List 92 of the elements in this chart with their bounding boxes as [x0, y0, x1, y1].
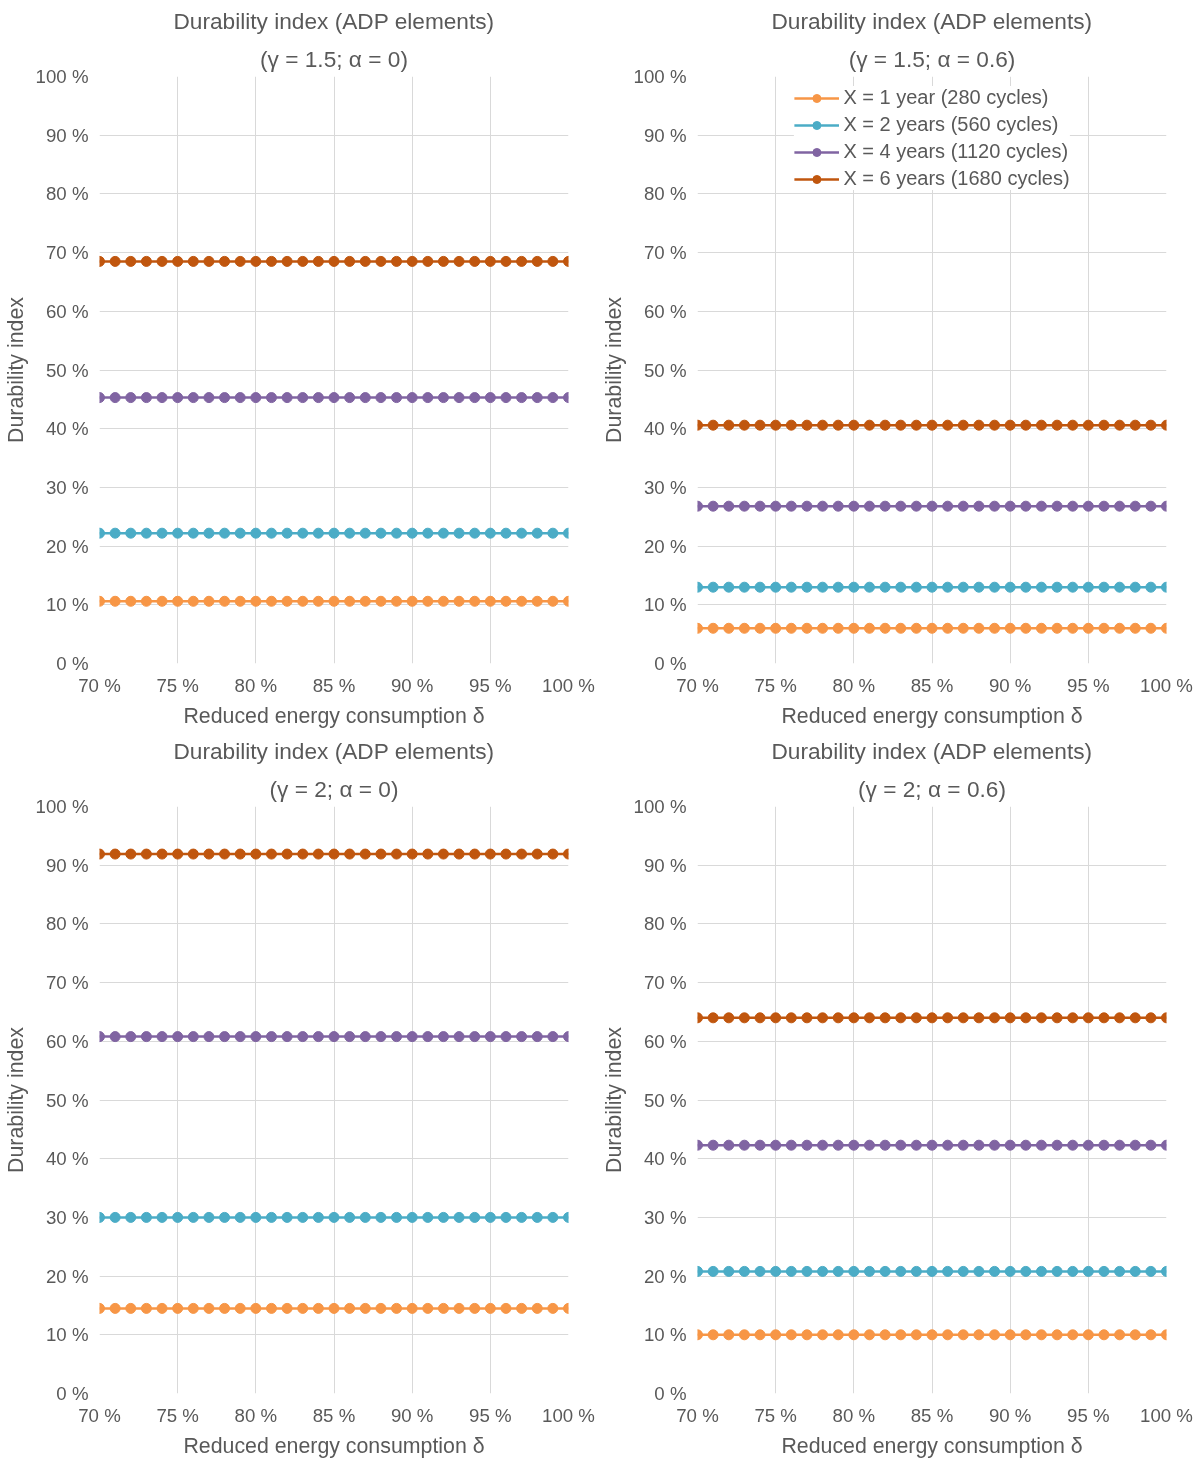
x-tick-label: 95 %	[469, 674, 512, 696]
y-tick-label: 0 %	[56, 653, 89, 674]
y-tick-label: 40 %	[45, 1148, 89, 1170]
x-tick-label: 70 %	[78, 674, 121, 696]
y-tick-label: 90 %	[643, 854, 687, 876]
y-tick-label: 60 %	[45, 1030, 89, 1052]
y-tick-label: 50 %	[643, 359, 687, 381]
x-tick-label: 75 %	[156, 1404, 199, 1426]
x-tick-label: 95 %	[1067, 1404, 1110, 1426]
y-axis-title: Durability index	[601, 296, 626, 443]
chart-title: Durability index (ADP elements)	[771, 737, 1093, 764]
y-tick-label: 20 %	[45, 535, 89, 557]
y-tick-label: 50 %	[45, 1089, 89, 1111]
y-tick-label: 80 %	[643, 913, 687, 935]
y-tick-label: 40 %	[643, 1148, 687, 1170]
x-tick-label: 85 %	[910, 1404, 954, 1426]
y-tick-label: 80 %	[45, 183, 89, 205]
legend-label: X = 2 years (560 cycles)	[843, 113, 1059, 136]
x-tick-label: 100 %	[1140, 1404, 1193, 1426]
y-tick-label: 50 %	[643, 1089, 687, 1111]
chart-title: Durability index (ADP elements)	[173, 7, 495, 34]
x-tick-label: 90 %	[988, 674, 1032, 696]
x-tick-label: 70 %	[676, 1404, 719, 1426]
y-tick-label: 30 %	[643, 1206, 687, 1228]
x-axis-title: Reduced energy consumption δ	[781, 1433, 1083, 1458]
y-tick-label: 80 %	[643, 183, 687, 205]
legend-label: X = 6 years (1680 cycles)	[843, 167, 1070, 190]
y-tick-label: 60 %	[643, 300, 687, 322]
x-tick-label: 90 %	[988, 1404, 1032, 1426]
y-tick-label: 20 %	[643, 535, 687, 557]
x-tick-label: 90 %	[390, 1404, 434, 1426]
chart-subtitle: (γ = 1.5; α = 0)	[260, 45, 408, 72]
x-axis-title: Reduced energy consumption δ	[183, 703, 485, 728]
x-tick-label: 95 %	[469, 1404, 512, 1426]
y-tick-label: 10 %	[643, 1324, 687, 1346]
y-tick-label: 10 %	[45, 1324, 89, 1346]
y-tick-label: 30 %	[643, 476, 687, 498]
x-tick-label: 85 %	[312, 674, 356, 696]
y-tick-label: 40 %	[643, 418, 687, 440]
x-tick-label: 80 %	[234, 674, 278, 696]
x-tick-label: 75 %	[754, 674, 797, 696]
x-tick-label: 100 %	[542, 674, 595, 696]
y-tick-label: 80 %	[45, 913, 89, 935]
y-tick-label: 100 %	[35, 66, 89, 87]
chart-title: Durability index (ADP elements)	[771, 7, 1093, 34]
x-tick-label: 100 %	[542, 1404, 595, 1426]
x-tick-label: 90 %	[390, 674, 434, 696]
y-tick-label: 100 %	[633, 796, 687, 817]
y-tick-label: 0 %	[654, 1383, 687, 1404]
y-tick-label: 40 %	[45, 418, 89, 440]
y-tick-label: 90 %	[45, 854, 89, 876]
chart-subtitle: (γ = 2; α = 0)	[269, 775, 399, 802]
y-tick-label: 70 %	[643, 242, 687, 264]
y-tick-label: 20 %	[643, 1265, 687, 1287]
chart-subtitle: (γ = 1.5; α = 0.6)	[848, 45, 1016, 72]
x-tick-label: 75 %	[156, 674, 199, 696]
x-tick-label: 85 %	[312, 1404, 356, 1426]
y-tick-label: 20 %	[45, 1265, 89, 1287]
x-tick-label: 95 %	[1067, 674, 1110, 696]
x-axis-title: Reduced energy consumption δ	[781, 703, 1083, 728]
legend-label: X = 1 year (280 cycles)	[843, 86, 1049, 109]
x-tick-label: 70 %	[78, 1404, 121, 1426]
x-tick-label: 100 %	[1140, 674, 1193, 696]
y-tick-label: 0 %	[654, 653, 687, 674]
x-tick-label: 85 %	[910, 674, 954, 696]
y-tick-label: 10 %	[45, 594, 89, 616]
y-tick-label: 30 %	[45, 1206, 89, 1228]
y-tick-label: 50 %	[45, 359, 89, 381]
chart-subtitle: (γ = 2; α = 0.6)	[858, 775, 1006, 802]
y-axis-title: Durability index	[3, 296, 28, 443]
y-axis-title: Durability index	[3, 1026, 28, 1173]
y-axis-title: Durability index	[601, 1026, 626, 1173]
y-tick-label: 0 %	[56, 1383, 89, 1404]
chart-title: Durability index (ADP elements)	[173, 737, 495, 764]
y-tick-label: 100 %	[633, 66, 687, 87]
legend-label: X = 4 years (1120 cycles)	[843, 140, 1069, 163]
y-tick-label: 90 %	[643, 124, 687, 146]
y-tick-label: 70 %	[45, 972, 89, 994]
x-axis-title: Reduced energy consumption δ	[183, 1433, 485, 1458]
y-tick-label: 60 %	[45, 300, 89, 322]
x-tick-label: 80 %	[832, 1404, 876, 1426]
y-tick-label: 70 %	[45, 242, 89, 264]
y-tick-label: 10 %	[643, 594, 687, 616]
x-tick-label: 75 %	[754, 1404, 797, 1426]
y-tick-label: 90 %	[45, 124, 89, 146]
y-tick-label: 30 %	[45, 476, 89, 498]
x-tick-label: 80 %	[234, 1404, 278, 1426]
y-tick-label: 100 %	[35, 796, 89, 817]
y-tick-label: 70 %	[643, 972, 687, 994]
y-tick-label: 60 %	[643, 1030, 687, 1052]
x-tick-label: 70 %	[676, 674, 719, 696]
x-tick-label: 80 %	[832, 674, 876, 696]
